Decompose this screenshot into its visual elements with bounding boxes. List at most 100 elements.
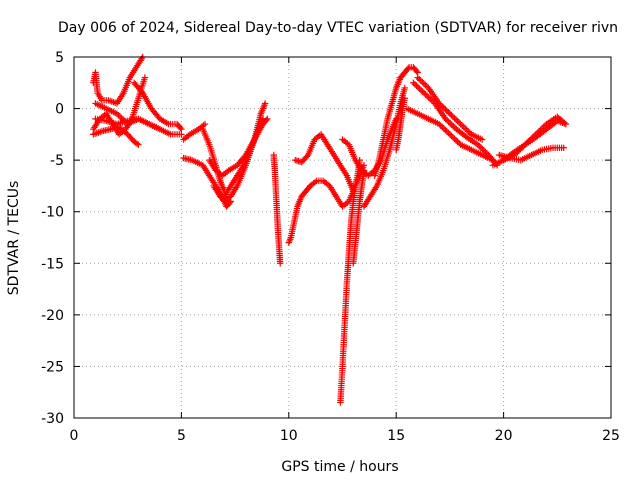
data-point — [447, 120, 454, 127]
data-point — [404, 65, 412, 72]
data-point — [452, 116, 460, 123]
x-tick-label: 15 — [387, 428, 405, 444]
data-point — [420, 89, 428, 97]
data-point — [303, 153, 311, 160]
data-point — [450, 123, 457, 130]
series-arc-n — [285, 182, 314, 246]
data-point — [448, 112, 455, 119]
data-point — [413, 82, 420, 89]
x-tick-label: 0 — [70, 428, 79, 444]
data-point — [116, 113, 124, 120]
series-arc-e — [130, 79, 185, 133]
data-point — [416, 85, 423, 92]
data-point — [478, 136, 486, 143]
data-point — [178, 126, 185, 133]
data-point — [451, 135, 458, 142]
data-point — [135, 141, 142, 148]
series-arc-aa — [496, 144, 567, 164]
y-tick-label: -5 — [50, 153, 64, 169]
series-arc-l — [221, 115, 267, 200]
y-tick-label: -25 — [41, 359, 64, 375]
data-point — [411, 81, 419, 88]
data-point — [413, 67, 420, 75]
data-point — [443, 107, 451, 114]
data-point — [417, 77, 424, 84]
data-point — [277, 260, 284, 267]
data-point — [133, 140, 141, 147]
data-point — [448, 132, 455, 140]
data-point — [422, 91, 429, 98]
data-point — [448, 121, 455, 128]
series-arc-c — [90, 123, 142, 148]
x-tick-label: 20 — [495, 428, 513, 444]
data-point — [462, 125, 469, 132]
data-point — [449, 134, 457, 141]
x-tick-label: 25 — [602, 428, 620, 444]
data-point — [454, 117, 461, 125]
y-tick-label: -15 — [41, 256, 64, 272]
data-point — [457, 120, 464, 128]
data-point — [401, 95, 408, 102]
series-arc-u — [371, 64, 421, 179]
data-point — [360, 167, 368, 174]
data-point — [419, 78, 426, 86]
y-axis-label: SDTVAR / TECUs — [6, 181, 22, 296]
series-arc-y — [414, 74, 486, 143]
data-layer — [90, 53, 570, 406]
data-point — [449, 113, 457, 120]
data-point — [422, 81, 429, 89]
data-point — [439, 123, 446, 131]
series-arc-f — [92, 115, 164, 133]
y-tick-label: 0 — [55, 102, 64, 118]
data-point — [177, 124, 184, 132]
data-point — [454, 138, 461, 145]
data-point — [259, 115, 267, 123]
data-point — [443, 128, 451, 135]
tick-layer: 0 5 10 15 20 25 5 0 -5 -10 -15 -20 -25 -30 — [41, 50, 620, 444]
data-point — [452, 137, 460, 144]
data-point — [414, 84, 422, 91]
data-point — [419, 88, 426, 95]
data-point — [445, 118, 452, 126]
data-point — [445, 109, 452, 116]
series-arc-ab — [500, 117, 570, 164]
x-axis-label: GPS time / hours — [281, 459, 398, 475]
data-point — [261, 100, 269, 107]
data-point — [451, 114, 458, 122]
data-point — [562, 120, 570, 128]
series-arc-o — [292, 131, 357, 195]
data-point — [455, 119, 463, 126]
data-point — [446, 110, 454, 117]
series-arc-q — [337, 156, 363, 406]
y-tick-label: 5 — [55, 50, 64, 66]
data-point — [560, 144, 567, 151]
series-arc-v — [393, 95, 408, 154]
plot-frame — [73, 56, 612, 419]
data-point — [423, 92, 431, 100]
data-point — [201, 120, 209, 128]
y-tick-label: -30 — [41, 411, 64, 427]
data-point — [414, 74, 421, 81]
series-arc-m — [270, 151, 284, 267]
data-point — [416, 75, 423, 83]
data-point — [460, 123, 467, 131]
data-point — [420, 80, 428, 87]
y-tick-label: -20 — [41, 308, 64, 324]
data-point — [477, 144, 485, 151]
y-tick-label: -10 — [41, 205, 64, 221]
series-arc-x — [403, 105, 497, 164]
data-point — [446, 131, 454, 138]
data-point — [417, 86, 425, 94]
data-point — [442, 126, 449, 134]
data-point — [401, 84, 408, 92]
data-point — [263, 116, 270, 124]
data-point — [445, 129, 452, 137]
x-tick-label: 5 — [177, 428, 186, 444]
series-arc-s — [350, 167, 368, 267]
chart-title: Day 006 of 2024, Sidereal Day-to-day VTE… — [58, 20, 618, 36]
series-arc-w — [410, 79, 501, 169]
data-point — [410, 79, 417, 86]
data-point — [156, 126, 164, 133]
data-point — [440, 125, 447, 132]
